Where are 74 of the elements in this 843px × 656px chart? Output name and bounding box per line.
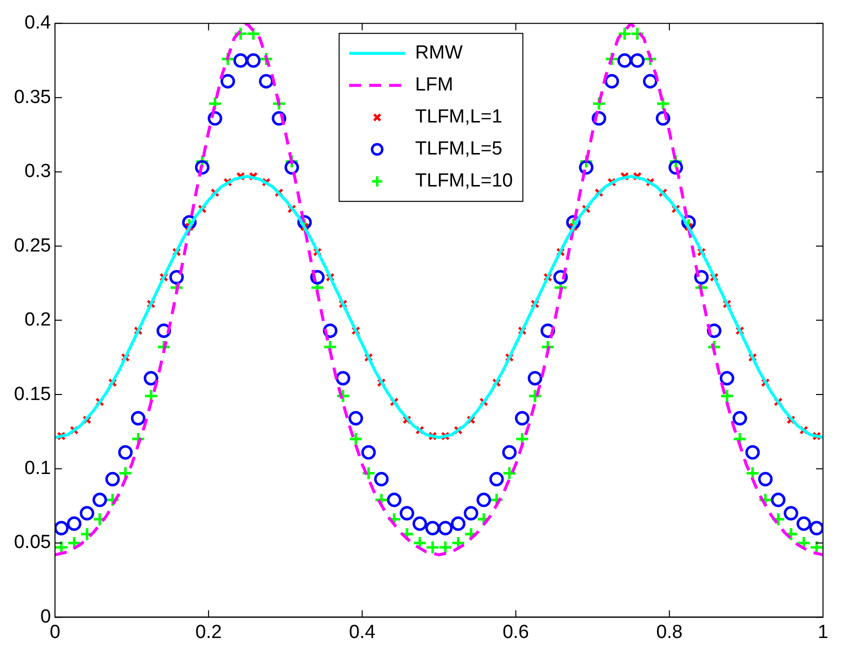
point <box>656 96 670 111</box>
point <box>233 53 248 68</box>
y-tick-label: 0 <box>40 606 51 628</box>
point <box>784 506 798 521</box>
point <box>770 492 786 508</box>
point <box>617 53 632 68</box>
point <box>489 472 504 486</box>
point <box>450 516 466 531</box>
point <box>720 370 734 386</box>
point <box>553 270 568 284</box>
point <box>604 74 620 89</box>
legend-label: LFM <box>415 74 454 96</box>
point <box>118 445 133 460</box>
point <box>144 370 158 386</box>
point <box>656 111 670 126</box>
point <box>464 506 478 521</box>
point <box>476 492 492 508</box>
legend-label: TLFM,L=1 <box>415 106 502 128</box>
x-tick-label: 0.8 <box>656 622 683 643</box>
point <box>502 445 517 460</box>
point <box>528 370 542 386</box>
point <box>194 160 210 175</box>
point <box>374 472 389 486</box>
point <box>348 411 364 426</box>
x-tick-label: 0.2 <box>195 622 222 643</box>
x-tick-label: 0.6 <box>502 622 530 643</box>
y-tick-label: 0.3 <box>24 161 51 182</box>
point <box>425 540 440 555</box>
point <box>630 53 645 68</box>
legend-label: RMW <box>415 42 463 64</box>
point <box>438 520 453 536</box>
point <box>720 388 734 404</box>
point <box>668 160 684 175</box>
point <box>438 540 453 555</box>
point <box>66 536 82 550</box>
point <box>796 516 812 531</box>
y-tick-label: 0.2 <box>24 310 51 331</box>
point <box>80 506 94 521</box>
point <box>144 388 158 404</box>
point <box>54 520 69 536</box>
point <box>745 466 760 480</box>
x-tick-label: 1 <box>818 622 828 643</box>
point <box>361 466 376 480</box>
point <box>514 411 530 426</box>
point <box>400 506 414 521</box>
y-tick-label: 0.4 <box>24 12 52 34</box>
point <box>425 520 440 536</box>
y-tick-label: 0.25 <box>14 235 51 256</box>
point <box>130 411 146 426</box>
y-tick-label: 0.1 <box>24 458 51 479</box>
point <box>412 516 428 531</box>
legend-label: TLFM,L=10 <box>415 170 513 192</box>
line-series <box>54 23 823 556</box>
point <box>386 492 402 508</box>
x-tick-label: 0.4 <box>348 622 376 643</box>
y-tick-label: 0.35 <box>14 86 51 108</box>
point <box>694 270 709 284</box>
point <box>105 472 120 486</box>
point <box>92 492 108 508</box>
point <box>66 516 82 531</box>
point <box>758 472 773 486</box>
legend-label: TLFM,L=5 <box>415 138 502 160</box>
y-tick-label: 0.05 <box>14 532 51 554</box>
point <box>220 74 236 89</box>
point <box>617 26 632 42</box>
point <box>348 432 364 446</box>
point <box>732 411 748 426</box>
point <box>246 26 261 42</box>
point <box>246 53 261 68</box>
y-tick-label: 0.15 <box>14 384 51 405</box>
point <box>745 445 760 460</box>
point <box>361 445 376 460</box>
point <box>310 270 325 284</box>
point <box>809 520 823 536</box>
